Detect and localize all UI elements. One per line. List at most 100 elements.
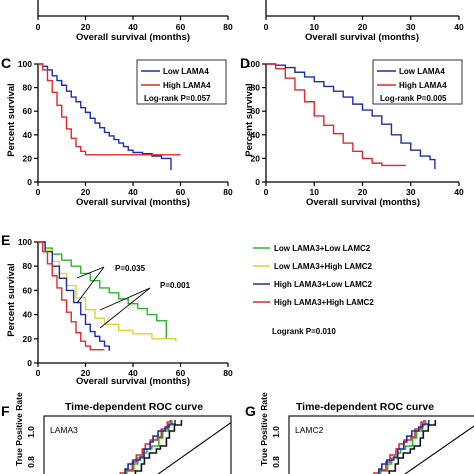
panel-e-annotation-arrow-1a	[76, 266, 105, 279]
panel-e-ytick-label: 100	[18, 237, 32, 247]
panel-f-title: Time-dependent ROC curve	[65, 401, 203, 413]
panel-g-label: LAMC2	[295, 425, 324, 435]
panel-f-roc-chart: F Time-dependent ROC curve LAMA3 1.0 0.8…	[1, 392, 232, 474]
panel-d-series-1-curve	[266, 63, 406, 167]
panel-e-annotation-arrow-1b	[76, 266, 105, 304]
panel-f-ytick-1: 1.0	[26, 426, 36, 438]
panel-e-legend-label-2: High LAMA3+Low LAMC2	[274, 280, 373, 289]
panel-c-legend-box	[136, 59, 227, 105]
panel-c-ytick-label: 0	[27, 177, 32, 187]
panel-e-annotation-1: P=0.035	[115, 264, 146, 273]
panel-f-label: LAMA3	[50, 425, 78, 435]
panel-d-y-axis-title: Percent survival	[244, 83, 255, 156]
panel-b-xtick-label: 20	[358, 22, 368, 32]
panel-f-roc-curve-1	[119, 420, 172, 474]
panel-g-roc-chart: G Time-dependent ROC curve LAMC2 1.0 0.8…	[245, 392, 474, 474]
panel-d-pvalue: Log-rank P=0.005	[380, 94, 447, 103]
panel-d-xtick-label: 20	[358, 187, 368, 197]
panel-f-ytick-0: 0.8	[26, 456, 36, 468]
panel-c-pvalue: Log-rank P=0.057	[144, 94, 211, 103]
panel-a-xtick-label: 80	[223, 22, 233, 32]
panel-c-xtick-label: 80	[223, 187, 233, 197]
panel-a-xtick-label: 60	[176, 22, 186, 32]
panel-e-series-2-curve	[38, 241, 110, 351]
panel-f-reference-line	[157, 422, 232, 474]
panel-d-ytick-label: 100	[246, 59, 260, 69]
panel-e-annotation-arrow-2a	[99, 287, 151, 311]
panel-e-xtick-label: 0	[36, 368, 41, 378]
panel-e-ytick-label: 80	[23, 261, 33, 271]
panel-d-legend-box	[372, 59, 463, 105]
panel-c-series-0-curve	[38, 63, 172, 171]
panel-e-ytick-label: 0	[27, 358, 32, 368]
panel-a-x-axis-title: Overall survival (months)	[76, 32, 190, 43]
panel-g-roc-curve-1	[373, 420, 425, 474]
panel-e-series-0-curve	[38, 241, 177, 342]
panel-e-letter: E	[1, 232, 10, 248]
panel-b-bottom: 0 10 20 30 40 Overall survival (months)	[264, 0, 464, 43]
panel-d-survival-chart: D 0 10 20 30 40 0 20 40 60 80 100 Low LAMA4 High L…	[240, 55, 464, 208]
panel-d-letter: D	[240, 55, 250, 71]
panel-e-series-1-curve	[38, 241, 177, 342]
panel-c-x-axis-title: Overall survival (months)	[76, 197, 190, 208]
panel-c-ytick-label: 40	[23, 130, 33, 140]
panel-e-annotation-2: P=0.001	[160, 281, 191, 290]
panel-g-plot-frame	[288, 415, 474, 474]
panel-g-ytick-1: 1.0	[271, 426, 281, 438]
panel-e-pvalue: Logrank P=0.010	[272, 327, 336, 336]
panel-d-ytick-label: 80	[251, 83, 261, 93]
panel-g-letter: G	[245, 403, 256, 419]
panel-b-xtick-label: 0	[264, 22, 269, 32]
panel-d-xtick-label: 40	[454, 187, 464, 197]
panel-e-annotation-arrow-2b	[99, 287, 151, 329]
panel-d-legend-low-label: Low LAMA4	[399, 67, 445, 76]
panel-d-ytick-label: 60	[251, 106, 261, 116]
panel-b-xtick-label: 10	[310, 22, 320, 32]
panel-c-ytick-label: 80	[23, 83, 33, 93]
panel-e-series-3-curve	[38, 241, 105, 351]
panel-a-xtick-label: 40	[128, 22, 138, 32]
panel-e-y-axis-title: Percent survival	[6, 263, 17, 336]
panel-d-legend-high-label: High LAMA4	[399, 81, 447, 90]
panel-a-bottom: 0 20 40 60 80 Overall survival (months)	[36, 0, 233, 43]
panel-c-legend-low-label: Low LAMA4	[163, 67, 209, 76]
panel-e-ytick-label: 40	[23, 310, 33, 320]
panel-e-xtick-label: 60	[176, 368, 186, 378]
panel-f-letter: F	[1, 403, 10, 419]
panel-g-ytick-0: 0.8	[271, 456, 281, 468]
panel-b-xtick-label: 40	[454, 22, 464, 32]
panel-c-series-1-curve	[38, 63, 181, 156]
panel-a-xtick-label: 0	[36, 22, 41, 32]
panel-e-ytick-label: 20	[23, 334, 33, 344]
panel-f-roc-curve-2	[124, 420, 176, 474]
panel-g-roc-curve-2	[378, 420, 430, 474]
panel-d-x-axis-title: Overall survival (months)	[306, 197, 420, 208]
panel-g-y-axis-title: True Positive Rate	[259, 392, 269, 466]
panel-c-xtick-label: 20	[81, 187, 91, 197]
panel-c-legend-high-label: High LAMA4	[163, 81, 211, 90]
panel-c-survival-chart: C 0 20 40 60 80 0 20 40 60 80 100 Low LAMA4 High L…	[1, 55, 233, 208]
panel-c-ytick-label: 100	[18, 59, 32, 69]
panel-e-ytick-label: 60	[23, 285, 33, 295]
panel-e-legend: Low LAMA3+Low LAMC2 Low LAMA3+High LAMC2 H…	[253, 244, 374, 307]
panel-c-ytick-label: 60	[23, 106, 33, 116]
panel-e-x-axis-title: Overall survival (months)	[76, 376, 190, 387]
panel-d-ytick-label: 0	[255, 177, 260, 187]
panel-c-xtick-label: 0	[36, 187, 41, 197]
panel-e-legend-label-1: Low LAMA3+High LAMC2	[274, 262, 373, 271]
panel-g-reference-line	[404, 425, 474, 474]
panel-d-series-0-curve	[266, 63, 436, 170]
panel-g-title: Time-dependent ROC curve	[296, 401, 434, 413]
panel-d-ytick-label: 40	[251, 130, 261, 140]
panel-e-xtick-label: 80	[223, 368, 233, 378]
panel-f-plot-frame	[43, 415, 232, 474]
panel-a-xtick-label: 20	[81, 22, 91, 32]
panel-c-ytick-label: 20	[23, 153, 33, 163]
panel-b-x-axis-title: Overall survival (months)	[305, 32, 419, 43]
panel-c-letter: C	[1, 55, 11, 71]
panel-e-xtick-label: 20	[81, 368, 91, 378]
panel-c-xtick-label: 40	[128, 187, 138, 197]
panel-d-xtick-label: 30	[406, 187, 416, 197]
